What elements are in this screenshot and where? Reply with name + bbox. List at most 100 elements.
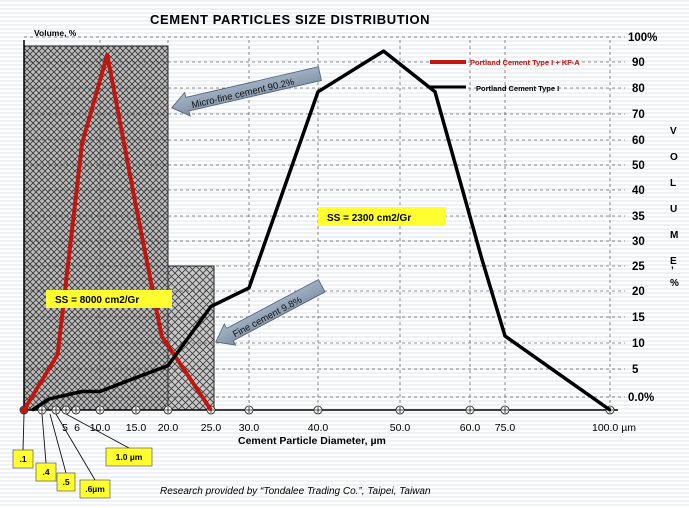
series-point — [166, 364, 170, 367]
stripe — [0, 128, 689, 130]
series-point — [209, 408, 213, 412]
fine-region — [167, 265, 215, 411]
stripe — [0, 68, 689, 70]
x-tick-label: 30.0 — [239, 422, 260, 434]
stripe — [0, 144, 689, 146]
stripe — [0, 16, 689, 18]
stripe — [0, 472, 689, 474]
stripe — [0, 348, 689, 350]
callout-leader — [55, 413, 96, 481]
stripe — [0, 452, 689, 454]
stripe — [0, 100, 689, 102]
legend: Portland Cement Type I + KF-A Portland C… — [430, 58, 580, 93]
right-axis-ticks: 100% 90 80 70 60 50 40 35 30 25 20 15 10 5 0.0% — [628, 32, 657, 404]
stripe — [0, 84, 689, 86]
right-axis-letter: O — [670, 152, 678, 163]
stripe — [0, 492, 689, 494]
stripe — [0, 504, 689, 506]
series-point — [31, 408, 34, 412]
series-point — [48, 397, 51, 401]
stripe — [0, 284, 689, 286]
stripe — [0, 204, 689, 206]
x-axis-label: Cement Particle Diameter, µm — [238, 435, 386, 447]
stripe — [0, 92, 689, 94]
x-tick-cross — [97, 407, 103, 413]
stripe — [0, 260, 689, 262]
stripe — [0, 364, 689, 366]
stripe — [0, 496, 689, 498]
stripe — [0, 56, 689, 58]
stripe — [0, 304, 689, 306]
stripe — [0, 24, 689, 26]
right-tick-label: 25 — [632, 261, 645, 273]
stripe — [0, 340, 689, 342]
ss-8000-box — [46, 290, 172, 308]
stripe — [0, 476, 689, 478]
right-axis-letter: V — [670, 126, 677, 137]
stripe — [0, 156, 689, 158]
right-tick-label: 70 — [632, 109, 645, 121]
series-point — [316, 90, 320, 94]
grid — [24, 36, 625, 410]
stripe — [0, 252, 689, 254]
callout-label: .5 — [62, 477, 69, 487]
stripe — [0, 436, 689, 438]
stripe — [0, 80, 689, 82]
stripe — [0, 312, 689, 314]
stripe — [0, 40, 689, 42]
right-tick-label: 0.0% — [628, 392, 654, 404]
series-point — [80, 142, 84, 145]
series-point — [106, 53, 109, 56]
x-tick-label: 50.0 — [390, 422, 411, 434]
stripe — [0, 196, 689, 198]
stripe — [0, 420, 689, 422]
callout-label: .1 — [19, 454, 26, 464]
x-tick-label: 10.0 — [90, 422, 111, 434]
stripe — [0, 180, 689, 182]
right-tick-label: 100% — [628, 32, 657, 44]
series-point — [433, 90, 437, 94]
series-point — [382, 49, 385, 53]
x-tick-label: 60.0 — [460, 422, 481, 434]
stripe — [0, 488, 689, 490]
x-tick-cross — [502, 407, 508, 413]
right-tick-label: 60 — [632, 135, 645, 147]
stripe — [0, 88, 689, 90]
stripe — [0, 320, 689, 322]
stripe — [0, 448, 689, 450]
series-point — [209, 305, 213, 308]
stripe — [0, 256, 689, 258]
stripe — [0, 20, 689, 22]
stripe — [0, 416, 689, 418]
ss-2300-label: SS = 2300 cm2/Gr — [327, 213, 411, 224]
stripe — [0, 432, 689, 434]
x-tick-cross — [467, 407, 473, 413]
stripe — [0, 356, 689, 358]
callout-label: .4 — [42, 467, 49, 477]
y-axis-label-right: V O L U M E%, — [670, 126, 679, 289]
stripe — [0, 188, 689, 190]
x-tick-cross — [53, 407, 59, 413]
series-point — [160, 334, 163, 338]
credit-line: Research provided by “Tondalee Trading C… — [160, 486, 431, 497]
stripe — [0, 232, 689, 234]
stripe — [0, 64, 689, 66]
x-tick-cross — [39, 407, 45, 413]
stripe — [0, 388, 689, 390]
stripe — [0, 132, 689, 134]
stripe — [0, 300, 689, 302]
right-tick-label: 30 — [632, 236, 645, 248]
stripe — [0, 372, 689, 374]
stripe — [0, 480, 689, 482]
x-tick-cross — [133, 407, 139, 413]
stripe — [0, 272, 689, 274]
stripe — [0, 268, 689, 270]
right-tick-label: 40 — [632, 185, 645, 197]
callout-box — [79, 479, 111, 499]
stripe — [0, 152, 689, 154]
series-point — [127, 379, 130, 382]
stripe — [0, 184, 689, 186]
ss-2300-box — [318, 207, 446, 226]
stripe — [0, 440, 689, 442]
